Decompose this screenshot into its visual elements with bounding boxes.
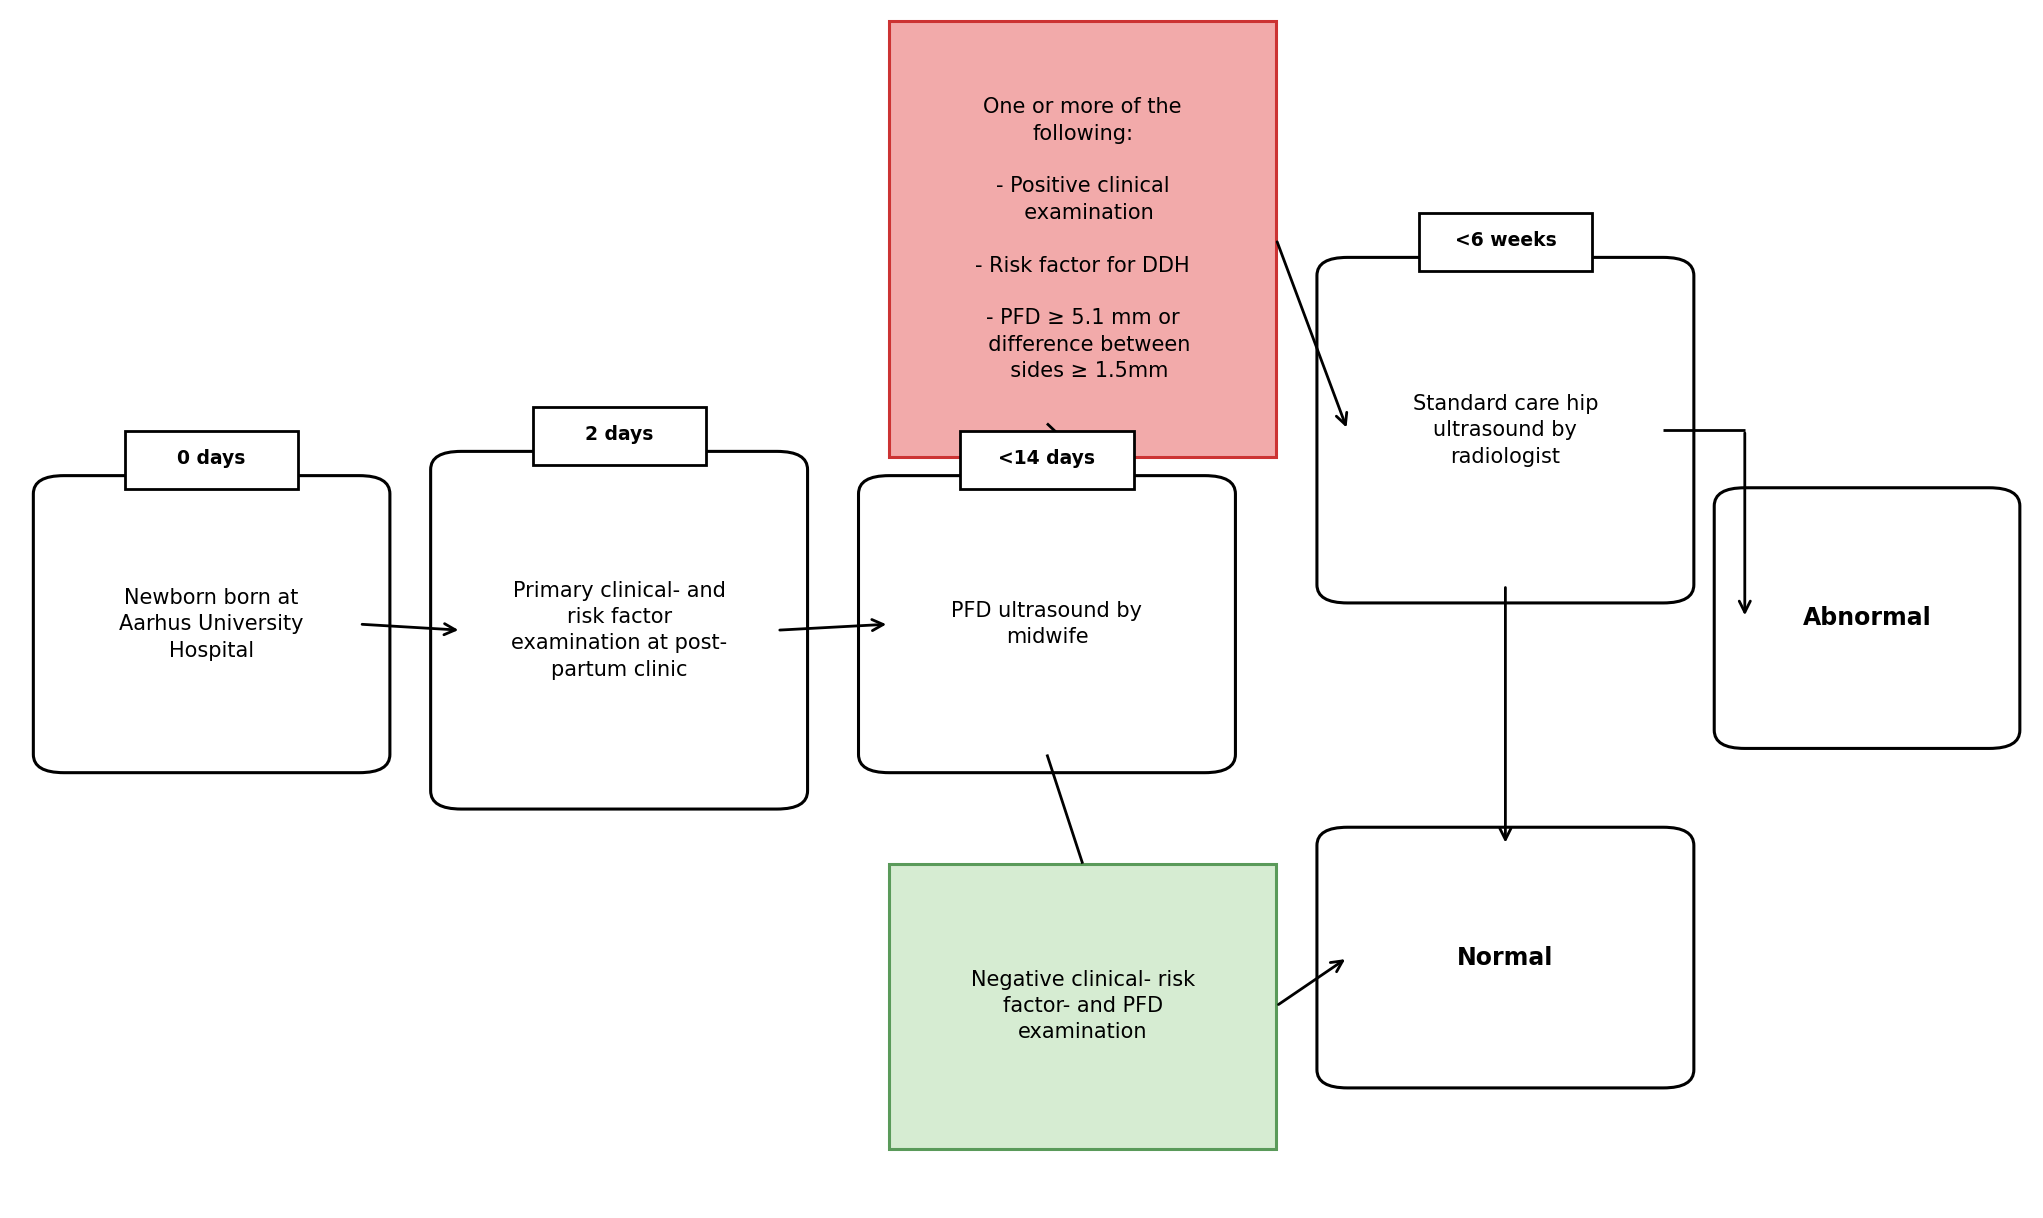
Text: PFD ultrasound by
midwife: PFD ultrasound by midwife — [952, 600, 1142, 647]
FancyBboxPatch shape — [889, 21, 1277, 458]
FancyBboxPatch shape — [125, 431, 298, 488]
Text: Newborn born at
Aarhus University
Hospital: Newborn born at Aarhus University Hospit… — [118, 588, 304, 660]
FancyBboxPatch shape — [1418, 212, 1591, 270]
Text: Abnormal: Abnormal — [1802, 607, 1931, 630]
Text: Normal: Normal — [1457, 945, 1553, 970]
FancyBboxPatch shape — [431, 452, 807, 809]
FancyBboxPatch shape — [858, 476, 1236, 772]
FancyBboxPatch shape — [1714, 487, 2021, 748]
FancyBboxPatch shape — [33, 476, 390, 772]
FancyBboxPatch shape — [889, 864, 1277, 1149]
Text: 2 days: 2 days — [584, 425, 654, 443]
Text: Primary clinical- and
risk factor
examination at post-
partum clinic: Primary clinical- and risk factor examin… — [511, 581, 727, 680]
FancyBboxPatch shape — [533, 407, 705, 465]
Text: <6 weeks: <6 weeks — [1455, 231, 1557, 250]
Text: 0 days: 0 days — [178, 449, 245, 468]
FancyBboxPatch shape — [1318, 257, 1694, 603]
Text: One or more of the
following:

- Positive clinical
  examination

- Risk factor : One or more of the following: - Positive… — [975, 97, 1191, 381]
FancyBboxPatch shape — [960, 431, 1134, 488]
FancyBboxPatch shape — [1318, 827, 1694, 1088]
Text: Standard care hip
ultrasound by
radiologist: Standard care hip ultrasound by radiolog… — [1412, 393, 1598, 466]
Text: Negative clinical- risk
factor- and PFD
examination: Negative clinical- risk factor- and PFD … — [970, 970, 1195, 1043]
Text: <14 days: <14 days — [999, 449, 1095, 468]
